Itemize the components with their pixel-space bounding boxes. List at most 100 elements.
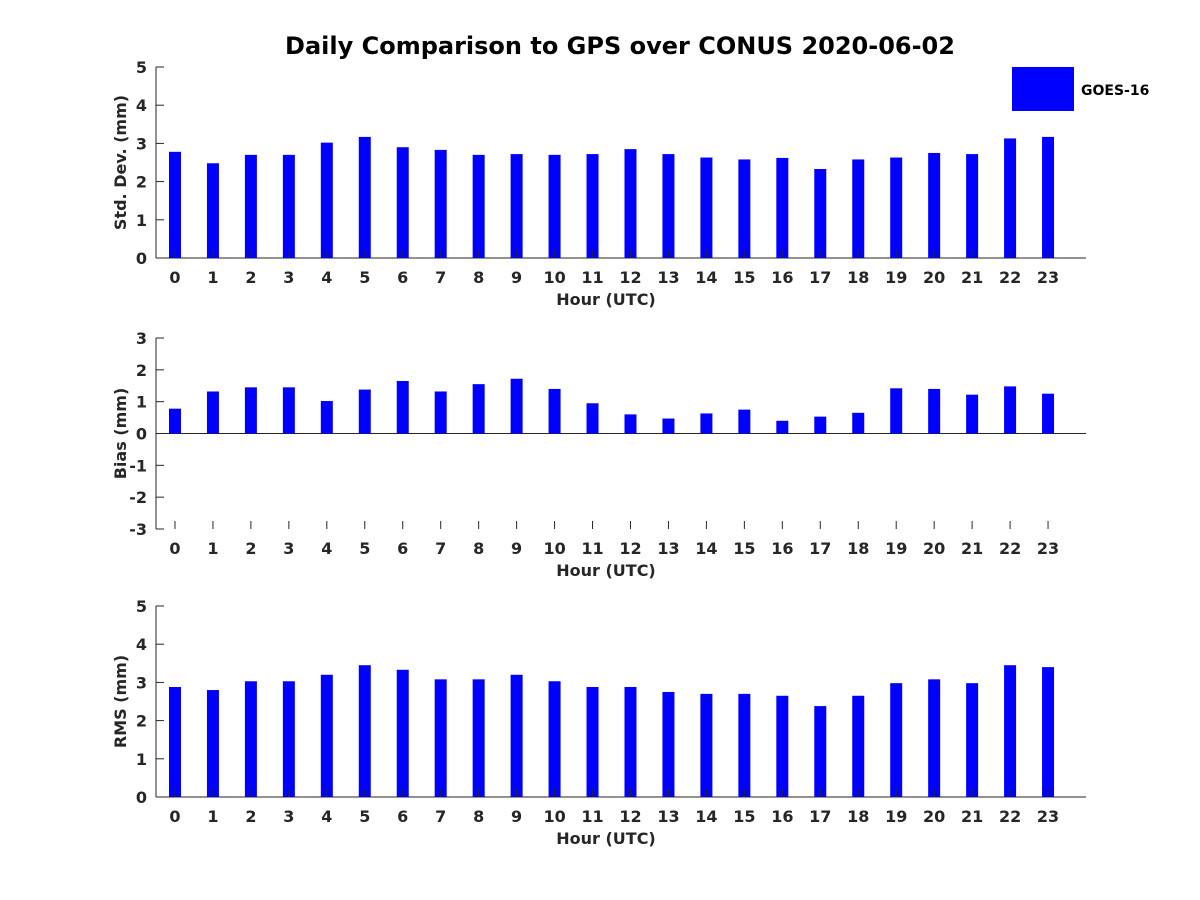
bar-rms-14 [700, 693, 713, 797]
y-tick-label: 1 [136, 750, 147, 769]
x-tick-label: 11 [581, 539, 603, 558]
bar-std-dev-7 [434, 149, 447, 258]
bar-std-dev-5 [358, 136, 371, 258]
bar-bias-8 [472, 384, 485, 434]
legend: GOES-16 [1012, 67, 1149, 111]
x-tick-label: 3 [283, 268, 294, 287]
x-tick-label: 18 [847, 807, 869, 826]
bar-std-dev-17 [814, 168, 827, 258]
bar-bias-0 [168, 408, 181, 434]
x-tick-label: 19 [885, 807, 907, 826]
bar-rms-8 [472, 679, 485, 797]
y-tick-label: -3 [129, 520, 147, 539]
bar-std-dev-15 [738, 159, 751, 258]
x-tick-label: 16 [771, 807, 793, 826]
x-tick-label: 20 [923, 539, 945, 558]
y-tick-label: 2 [136, 361, 147, 380]
x-tick-label: 10 [543, 539, 565, 558]
x-tick-label: 1 [207, 807, 218, 826]
x-tick-label: 15 [733, 268, 755, 287]
bar-std-dev-0 [168, 151, 181, 258]
bar-std-dev-14 [700, 157, 713, 258]
bar-rms-20 [928, 679, 941, 797]
bar-rms-23 [1042, 667, 1055, 797]
x-tick-label: 23 [1037, 539, 1059, 558]
x-tick-label: 0 [169, 807, 180, 826]
x-tick-label: 7 [435, 268, 446, 287]
x-tick-label: 3 [283, 807, 294, 826]
bar-bias-15 [738, 409, 751, 434]
bar-bias-18 [852, 412, 865, 434]
bar-bias-23 [1042, 393, 1055, 434]
bar-rms-22 [1004, 665, 1017, 797]
x-tick-label: 9 [511, 268, 522, 287]
x-tick-label: 22 [999, 807, 1021, 826]
x-tick-label: 6 [397, 539, 408, 558]
y-tick-label: 5 [136, 597, 147, 616]
x-tick-label: 0 [169, 268, 180, 287]
bar-bias-7 [434, 391, 447, 434]
bar-bias-4 [320, 401, 333, 434]
y-axis-label: Bias (mm) [111, 388, 130, 480]
x-tick-label: 2 [245, 268, 256, 287]
x-axis-label: Hour (UTC) [556, 829, 656, 848]
x-tick-label: 12 [619, 268, 641, 287]
bar-rms-3 [282, 681, 295, 797]
bar-rms-10 [548, 681, 561, 797]
x-tick-label: 10 [543, 807, 565, 826]
x-axis-label: Hour (UTC) [556, 561, 656, 580]
x-tick-label: 13 [657, 539, 679, 558]
bar-rms-7 [434, 679, 447, 797]
x-tick-label: 14 [695, 807, 717, 826]
x-tick-label: 17 [809, 539, 831, 558]
x-tick-label: 21 [961, 807, 983, 826]
bar-rms-1 [206, 690, 219, 797]
bar-rms-2 [244, 681, 257, 797]
bar-bias-3 [282, 387, 295, 434]
x-tick-label: 11 [581, 807, 603, 826]
y-tick-label: 3 [136, 673, 147, 692]
x-tick-label: 23 [1037, 807, 1059, 826]
x-tick-label: 3 [283, 539, 294, 558]
y-tick-label: 0 [136, 425, 147, 444]
x-tick-label: 11 [581, 268, 603, 287]
x-tick-label: 14 [695, 268, 717, 287]
bar-std-dev-23 [1042, 136, 1055, 258]
x-tick-label: 8 [473, 807, 484, 826]
x-tick-label: 15 [733, 539, 755, 558]
y-tick-label: 0 [136, 249, 147, 268]
bar-bias-10 [548, 388, 561, 434]
x-axis-label: Hour (UTC) [556, 290, 656, 309]
y-tick-label: 3 [136, 134, 147, 153]
bar-rms-9 [510, 674, 523, 797]
x-tick-label: 4 [321, 268, 332, 287]
y-tick-label: 1 [136, 211, 147, 230]
x-tick-label: 16 [771, 539, 793, 558]
x-tick-label: 21 [961, 268, 983, 287]
x-tick-label: 5 [359, 268, 370, 287]
y-tick-label: 4 [136, 635, 147, 654]
y-tick-label: -2 [129, 488, 147, 507]
y-tick-label: 3 [136, 329, 147, 348]
bar-bias-6 [396, 380, 409, 434]
x-tick-label: 6 [397, 807, 408, 826]
x-tick-label: 9 [511, 807, 522, 826]
bar-rms-18 [852, 695, 865, 797]
bar-rms-12 [624, 686, 637, 797]
bar-bias-14 [700, 413, 713, 434]
bar-rms-19 [890, 683, 903, 797]
bar-bias-21 [966, 394, 979, 434]
bar-bias-19 [890, 388, 903, 434]
x-tick-label: 13 [657, 807, 679, 826]
bar-std-dev-10 [548, 154, 561, 258]
bar-bias-2 [244, 387, 257, 434]
x-tick-label: 5 [359, 539, 370, 558]
bar-rms-4 [320, 674, 333, 797]
x-tick-label: 20 [923, 268, 945, 287]
x-tick-label: 8 [473, 539, 484, 558]
x-tick-label: 17 [809, 807, 831, 826]
y-tick-label: 2 [136, 173, 147, 192]
y-axis-label: RMS (mm) [111, 655, 130, 748]
